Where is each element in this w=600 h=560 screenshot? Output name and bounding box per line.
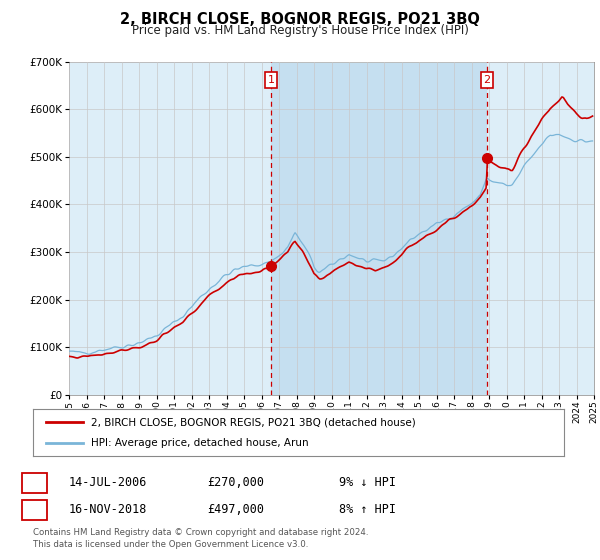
Text: 2, BIRCH CLOSE, BOGNOR REGIS, PO21 3BQ: 2, BIRCH CLOSE, BOGNOR REGIS, PO21 3BQ: [120, 12, 480, 27]
Text: 9% ↓ HPI: 9% ↓ HPI: [339, 476, 396, 489]
Text: 14-JUL-2006: 14-JUL-2006: [69, 476, 148, 489]
Text: £270,000: £270,000: [207, 476, 264, 489]
Text: 1: 1: [31, 476, 38, 489]
Text: 16-NOV-2018: 16-NOV-2018: [69, 503, 148, 516]
Text: 2: 2: [31, 503, 38, 516]
Text: 8% ↑ HPI: 8% ↑ HPI: [339, 503, 396, 516]
Text: Price paid vs. HM Land Registry's House Price Index (HPI): Price paid vs. HM Land Registry's House …: [131, 24, 469, 36]
Text: 2, BIRCH CLOSE, BOGNOR REGIS, PO21 3BQ (detached house): 2, BIRCH CLOSE, BOGNOR REGIS, PO21 3BQ (…: [91, 417, 416, 427]
Text: 2: 2: [484, 75, 490, 85]
Text: Contains HM Land Registry data © Crown copyright and database right 2024.
This d: Contains HM Land Registry data © Crown c…: [33, 528, 368, 549]
Text: £497,000: £497,000: [207, 503, 264, 516]
Text: 1: 1: [268, 75, 274, 85]
Bar: [271, 62, 487, 395]
Text: HPI: Average price, detached house, Arun: HPI: Average price, detached house, Arun: [91, 438, 309, 448]
